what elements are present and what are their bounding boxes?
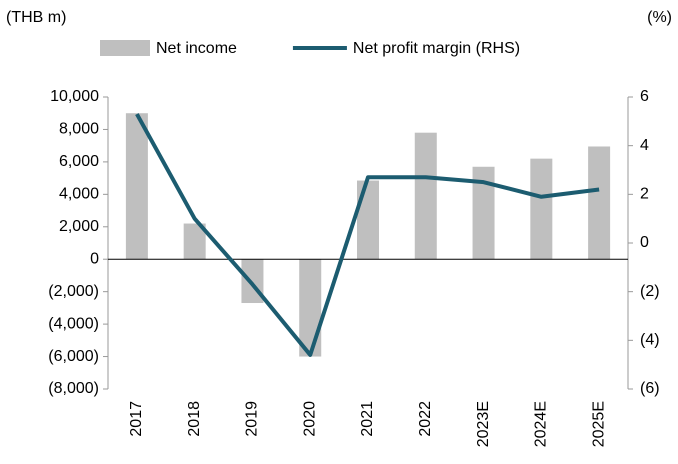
bar <box>414 132 437 260</box>
y-tick-label: 4,000 <box>59 186 99 203</box>
bar <box>183 223 206 260</box>
y-tick-label: 8,000 <box>59 121 99 138</box>
x-tick-label: 2025E <box>590 401 607 447</box>
y-tick-label: 10,000 <box>50 88 99 105</box>
y2-tick-label: 2 <box>640 186 649 203</box>
x-tick-label: 2018 <box>186 401 203 437</box>
y-tick-label: (6,000) <box>48 348 99 365</box>
x-tick-label: 2021 <box>359 401 376 437</box>
x-tick-label: 2023E <box>475 401 492 447</box>
bar <box>125 113 148 260</box>
y-tick-label: (2,000) <box>48 283 99 300</box>
y-tick-label: 6,000 <box>59 153 99 170</box>
y2-tick-label: (4) <box>640 332 660 349</box>
bar <box>357 180 379 260</box>
x-tick-label: 2017 <box>128 401 145 437</box>
legend-label: Net profit margin (RHS) <box>353 40 520 57</box>
x-tick-label: 2022 <box>417 401 434 437</box>
legend-label: Net income <box>156 40 237 57</box>
y-tick-label: 0 <box>90 250 99 267</box>
legend-swatch <box>100 40 150 56</box>
bar <box>530 158 553 260</box>
y2-tick-label: 6 <box>640 88 649 105</box>
bar <box>472 166 495 260</box>
y2-tick-label: 0 <box>640 234 649 251</box>
y2-tick-label: (6) <box>640 380 660 397</box>
x-tick-label: 2024E <box>533 401 550 447</box>
bar <box>299 259 322 357</box>
y-tick-label: (8,000) <box>48 380 99 397</box>
x-tick-label: 2019 <box>244 401 261 437</box>
x-tick-label: 2020 <box>301 401 318 437</box>
y-tick-label: 2,000 <box>59 218 99 235</box>
y-tick-label: (4,000) <box>48 315 99 332</box>
y2-tick-label: 4 <box>640 137 649 154</box>
y2-tick-label: (2) <box>640 283 660 300</box>
bar <box>588 146 611 260</box>
line <box>135 113 600 357</box>
y2-axis-label: (%) <box>647 9 672 26</box>
y-axis-label: (THB m) <box>6 9 66 26</box>
